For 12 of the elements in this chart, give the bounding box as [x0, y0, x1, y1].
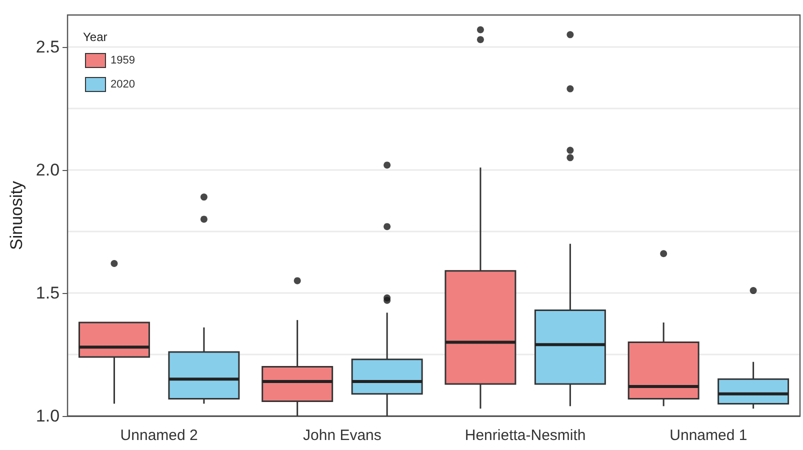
legend-title: Year: [83, 30, 108, 44]
x-tick-label: John Evans: [303, 427, 382, 444]
x-tick-label: Unnamed 1: [670, 427, 748, 444]
x-tick-label: Henrietta-Nesmith: [464, 427, 586, 444]
y-tick-label: 1.5: [36, 283, 60, 302]
legend-label: 2020: [110, 78, 135, 90]
y-tick-label: 2.0: [36, 160, 60, 180]
x-tick-label: Unnamed 2: [120, 427, 198, 444]
y-tick-label: 1.0: [36, 406, 60, 426]
y-axis-title: Sinuosity: [7, 180, 26, 250]
y-tick-label: 2.5: [36, 37, 60, 56]
legend-label: 1959: [110, 54, 135, 66]
